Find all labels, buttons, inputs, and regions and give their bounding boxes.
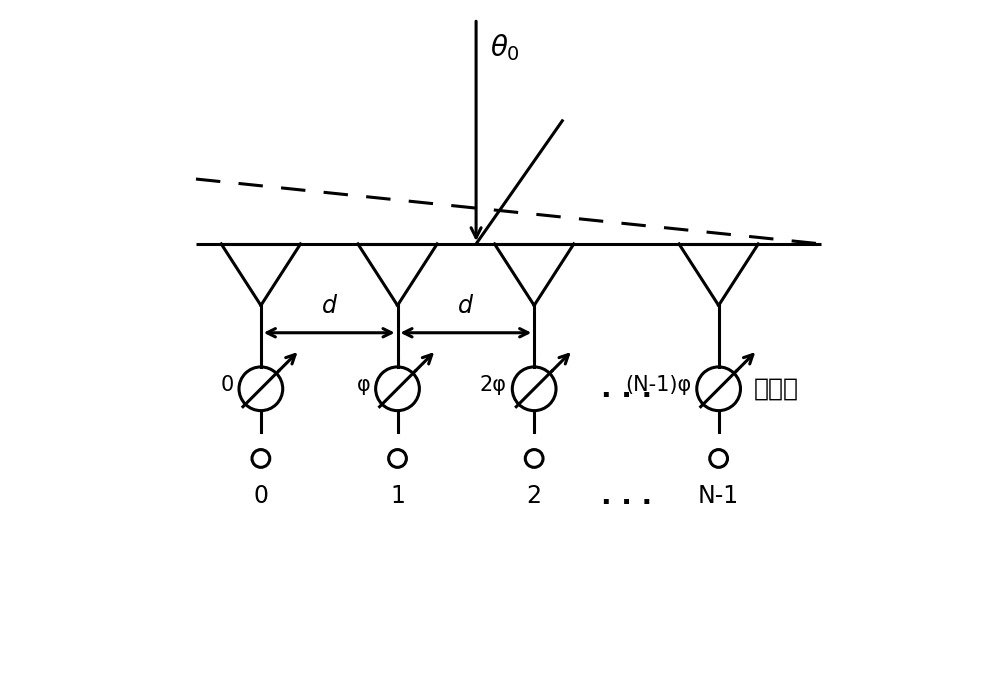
Text: . . .: . . .: [601, 482, 652, 510]
Text: 0: 0: [253, 484, 268, 508]
Text: 移相器: 移相器: [754, 377, 799, 401]
Text: . . .: . . .: [601, 375, 652, 403]
Text: (N-1)φ: (N-1)φ: [625, 375, 691, 395]
Text: N-1: N-1: [698, 484, 739, 508]
Text: 2: 2: [527, 484, 542, 508]
Text: φ: φ: [356, 375, 370, 395]
Text: 1: 1: [390, 484, 405, 508]
Text: d: d: [458, 294, 473, 318]
Text: 2φ: 2φ: [480, 375, 507, 395]
Text: d: d: [322, 294, 337, 318]
Text: 0: 0: [220, 375, 234, 395]
Text: $\theta_0$: $\theta_0$: [490, 32, 520, 63]
